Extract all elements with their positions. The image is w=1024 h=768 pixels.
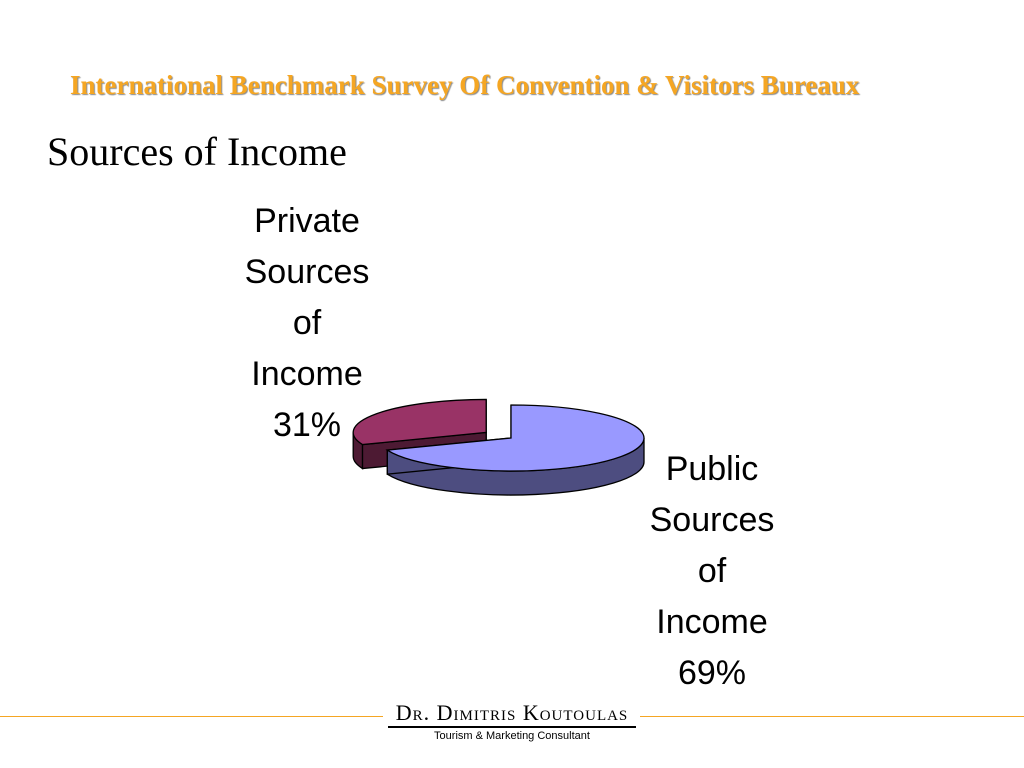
footer-tagline: Tourism & Marketing Consultant — [434, 730, 590, 742]
data-label-line: 31% — [272, 406, 342, 444]
data-label-line: Sources — [649, 501, 775, 539]
pie-slice-private — [352, 398, 487, 446]
footer-logo: Dr. Dimitris Koutoulas Tourism & Marketi… — [388, 700, 636, 743]
data-label-line: of — [697, 552, 727, 590]
footer-rule-right — [640, 716, 1024, 717]
slide-title: Sources of Income — [47, 129, 347, 174]
data-label-line: Private — [254, 202, 360, 240]
data-label-line: Sources — [244, 253, 370, 291]
footer-rule-left — [0, 716, 383, 717]
data-label-line: 69% — [677, 654, 747, 692]
pie-slice-public — [385, 404, 645, 472]
data-label-line: of — [292, 304, 322, 342]
data-label-line: Income — [656, 603, 768, 641]
data-label-private: Private Sources of Income 31% — [222, 196, 392, 451]
footer-name: Dr. Dimitris Koutoulas — [388, 700, 636, 728]
data-label-line: Income — [251, 355, 363, 393]
data-label-line: Public — [665, 450, 759, 488]
header-title: International Benchmark Survey Of Conven… — [70, 70, 860, 100]
data-label-public: Public Sources of Income 69% — [627, 444, 797, 699]
